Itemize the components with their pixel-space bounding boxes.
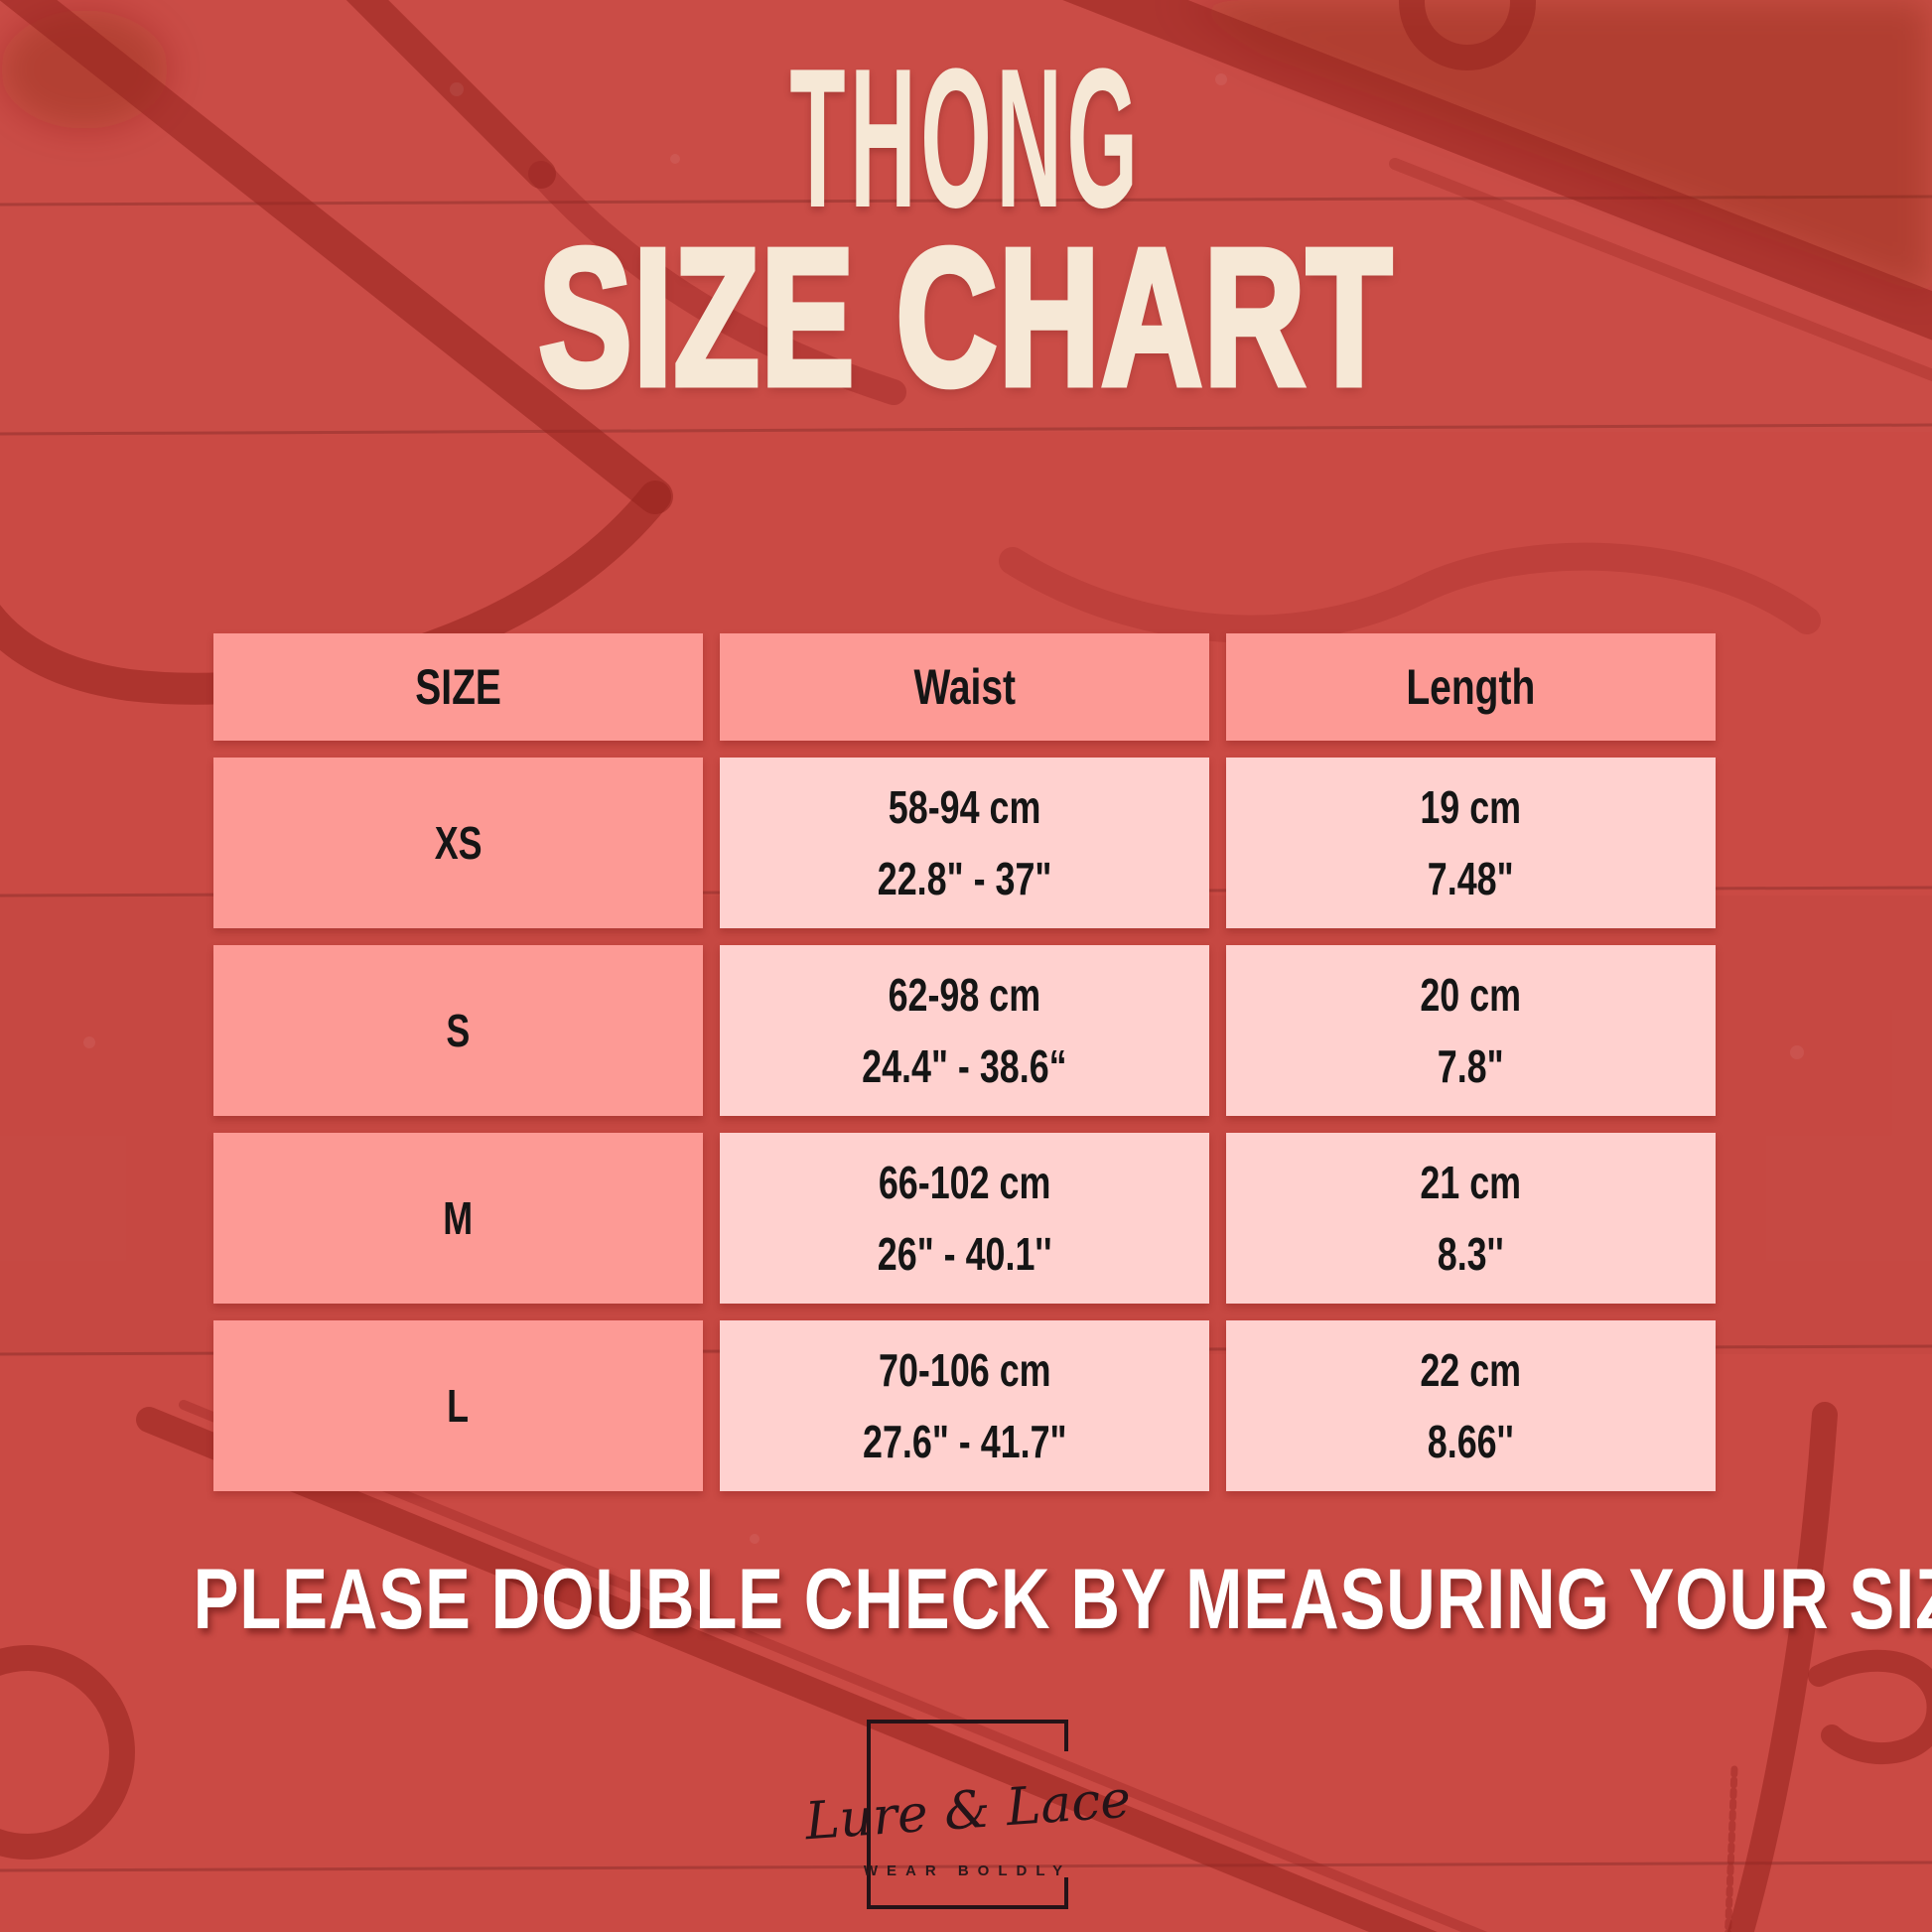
- header-cell-waist: Waist: [720, 633, 1209, 741]
- waist-cm: 66-102 cm: [878, 1157, 1051, 1208]
- header-cell-size: SIZE: [213, 633, 703, 741]
- waist-cm: 70-106 cm: [878, 1344, 1051, 1396]
- row-m-length-cell: 21 cm 8.3'': [1226, 1133, 1716, 1304]
- waist-cm: 62-98 cm: [888, 969, 1041, 1021]
- waist-in: 27.6" - 41.7": [862, 1416, 1067, 1467]
- brand-tagline: WEAR BOLDLY: [863, 1863, 1072, 1879]
- size-table: SIZE Waist Length XS 58-94 cm 22.8" - 37"…: [213, 633, 1716, 1491]
- waist-in: 22.8" - 37": [877, 853, 1052, 904]
- length-in: 8.3'': [1438, 1228, 1504, 1280]
- row-s-size-cell: S: [213, 945, 703, 1116]
- row-l-size-cell: L: [213, 1320, 703, 1491]
- brand-logo-frame: Lure & Lace WEAR BOLDLY: [803, 1720, 1132, 1909]
- size-label: XS: [434, 817, 483, 869]
- length-cm: 20 cm: [1420, 969, 1522, 1021]
- row-xs-length-cell: 19 cm 7.48": [1226, 758, 1716, 928]
- row-m-size-cell: M: [213, 1133, 703, 1304]
- header-label: Length: [1406, 659, 1536, 715]
- row-xs-size-cell: XS: [213, 758, 703, 928]
- waist-cm: 58-94 cm: [888, 781, 1041, 833]
- row-l-length-cell: 22 cm 8.66'': [1226, 1320, 1716, 1491]
- waist-in: 26" - 40.1'': [877, 1228, 1052, 1280]
- size-label: S: [446, 1005, 471, 1056]
- header-label: SIZE: [415, 659, 501, 715]
- logo-frame-corner-stub: [1064, 1877, 1068, 1909]
- length-cm: 19 cm: [1420, 781, 1522, 833]
- length-in: 7.48": [1428, 853, 1514, 904]
- row-l-waist-cell: 70-106 cm 27.6" - 41.7": [720, 1320, 1209, 1491]
- length-in: 7.8": [1438, 1040, 1504, 1092]
- length-in: 8.66'': [1428, 1416, 1514, 1467]
- size-label: M: [443, 1192, 474, 1244]
- logo-frame-corner-stub: [1064, 1720, 1068, 1751]
- row-m-waist-cell: 66-102 cm 26" - 40.1'': [720, 1133, 1209, 1304]
- header-cell-length: Length: [1226, 633, 1716, 741]
- waist-in: 24.4" - 38.6“: [862, 1040, 1067, 1092]
- row-s-waist-cell: 62-98 cm 24.4" - 38.6“: [720, 945, 1209, 1116]
- header-label: Waist: [913, 659, 1016, 715]
- row-s-length-cell: 20 cm 7.8": [1226, 945, 1716, 1116]
- measure-warning-text: PLEASE DOUBLE CHECK BY MEASURING YOUR SI…: [193, 1552, 1932, 1647]
- length-cm: 21 cm: [1420, 1157, 1522, 1208]
- poster-title: SIZE CHART: [536, 208, 1395, 426]
- row-xs-waist-cell: 58-94 cm 22.8" - 37": [720, 758, 1209, 928]
- poster-subtitle: THONG: [789, 28, 1143, 249]
- size-label: L: [447, 1380, 470, 1432]
- length-cm: 22 cm: [1420, 1344, 1522, 1396]
